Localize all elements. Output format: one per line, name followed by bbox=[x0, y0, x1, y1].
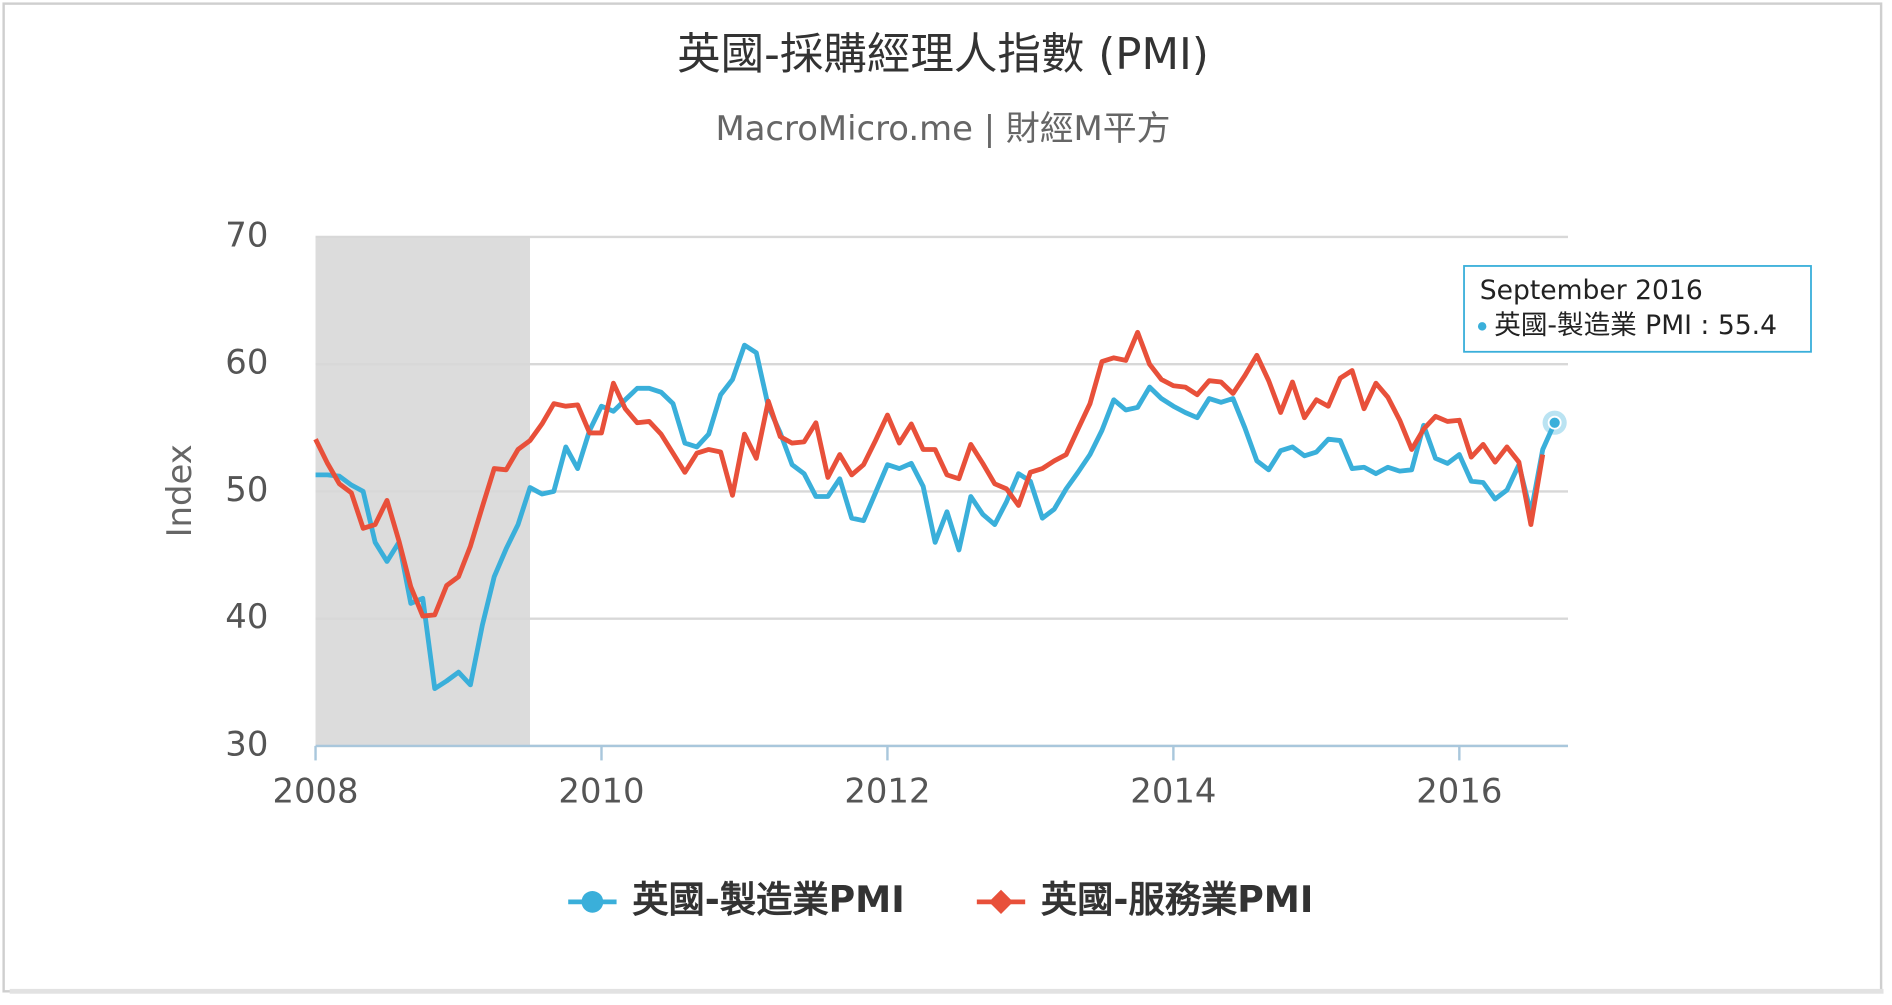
highlight-point bbox=[1547, 415, 1562, 430]
x-tick-label: 2008 bbox=[272, 772, 358, 811]
legend-label[interactable]: 英國-服務業PMI bbox=[1041, 878, 1313, 921]
legend-marker bbox=[988, 889, 1014, 914]
tooltip-label: 英國-製造業 PMI : 55.4 bbox=[1494, 310, 1777, 341]
series-line bbox=[313, 329, 1546, 619]
tooltip-box bbox=[1463, 265, 1812, 353]
y-axis-label: Index bbox=[160, 444, 199, 537]
chart-subtitle: MacroMicro.me | 財經M平方 bbox=[715, 109, 1170, 148]
y-tick-label: 50 bbox=[225, 470, 268, 509]
y-tick-label: 30 bbox=[225, 724, 268, 763]
y-tick-label: 60 bbox=[225, 343, 268, 382]
chart-title: 英國-採購經理人指數 (PMI) bbox=[677, 30, 1209, 80]
series-line bbox=[315, 342, 1557, 692]
frame-shadow bbox=[9, 988, 1884, 994]
legend-marker bbox=[581, 890, 604, 913]
x-tick-label: 2012 bbox=[844, 772, 930, 811]
legend-label[interactable]: 英國-製造業PMI bbox=[632, 878, 904, 921]
y-tick-label: 70 bbox=[225, 215, 268, 254]
tooltip-dot bbox=[1477, 322, 1487, 331]
x-tick-label: 2016 bbox=[1416, 772, 1502, 811]
tooltip-title: September 2016 bbox=[1480, 275, 1703, 306]
x-tick-label: 2014 bbox=[1130, 772, 1216, 811]
x-tick-label: 2010 bbox=[558, 772, 644, 811]
y-tick-label: 40 bbox=[225, 597, 268, 636]
